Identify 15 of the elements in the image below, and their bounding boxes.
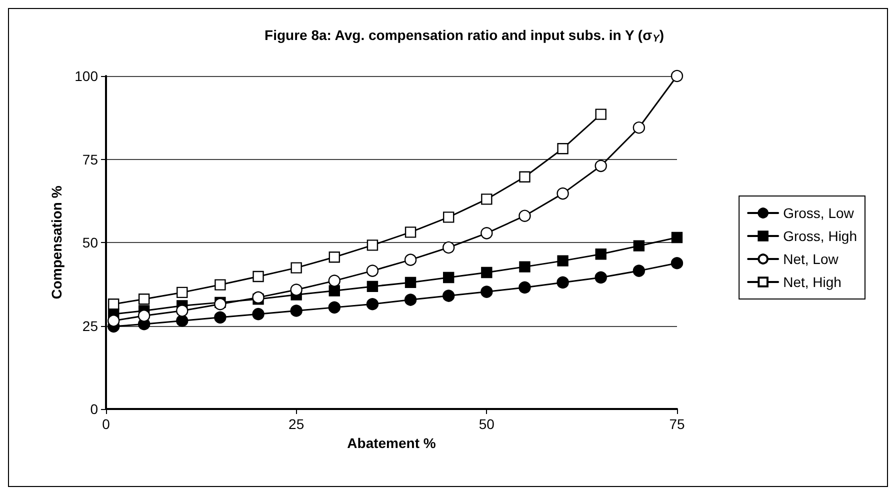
- x-axis-title: Abatement %: [347, 434, 436, 451]
- legend-label: Gross, High: [783, 228, 858, 244]
- y-tick-label: 50: [82, 234, 98, 250]
- y-tick-label: 75: [82, 151, 98, 168]
- x-tick-label: 0: [102, 416, 110, 432]
- x-tick-label: 25: [288, 416, 304, 432]
- y-tick-label: 100: [74, 68, 98, 84]
- legend-label: Gross, Low: [783, 205, 855, 221]
- y-axis-title: Compensation %: [48, 185, 65, 300]
- y-tick-label: 25: [82, 318, 98, 334]
- x-tick-label: 50: [478, 416, 495, 432]
- legend-label: Net, Low: [783, 251, 840, 267]
- legend-label: Net, High: [783, 274, 842, 290]
- x-tick-label: 75: [669, 416, 685, 432]
- y-tick-label: 0: [90, 401, 98, 417]
